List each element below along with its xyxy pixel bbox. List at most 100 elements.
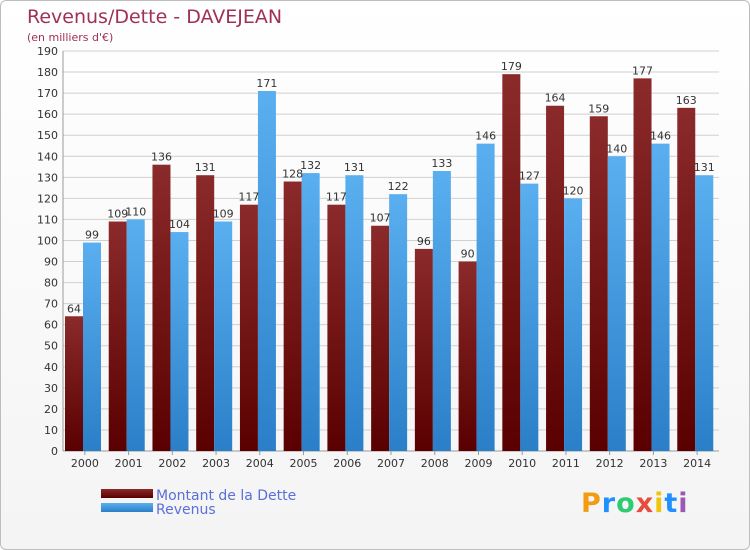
bar-dette: [458, 261, 477, 451]
bar-dette: [589, 116, 608, 452]
y-tick-label: 80: [44, 277, 58, 290]
y-tick-label: 130: [37, 171, 58, 184]
value-label-revenus: 104: [169, 218, 190, 231]
bar-revenus: [170, 232, 189, 451]
x-tick-label: 2002: [158, 457, 186, 470]
bar-dette: [633, 78, 652, 452]
y-tick-label: 160: [37, 108, 58, 121]
value-label-revenus: 140: [606, 142, 627, 155]
value-label-dette: 131: [195, 161, 216, 174]
value-label-revenus: 131: [344, 161, 365, 174]
bar-dette: [546, 105, 565, 451]
bar-revenus: [520, 183, 539, 451]
value-label-dette: 117: [238, 191, 259, 204]
proxiti-logo: Proxiti: [581, 488, 689, 519]
bar-revenus: [301, 173, 320, 451]
bar-revenus: [564, 198, 583, 451]
x-tick-label: 2011: [552, 457, 580, 470]
bar-revenus: [607, 156, 626, 451]
y-tick-label: 100: [37, 234, 58, 247]
x-tick-label: 2012: [596, 457, 624, 470]
x-tick-label: 2004: [246, 457, 274, 470]
value-label-dette: 164: [545, 92, 566, 105]
bar-revenus: [214, 221, 233, 451]
y-tick-label: 60: [44, 319, 58, 332]
logo-letter: t: [664, 488, 679, 519]
x-tick-label: 2003: [202, 457, 230, 470]
legend-label-dette: Montant de la Dette: [156, 488, 297, 504]
y-tick-label: 70: [44, 298, 58, 311]
x-tick-label: 2000: [71, 457, 99, 470]
bar-dette: [327, 204, 346, 451]
value-label-revenus: 122: [388, 180, 409, 193]
y-tick-label: 20: [44, 403, 58, 416]
x-tick-label: 2001: [115, 457, 143, 470]
value-label-dette: 117: [326, 191, 347, 204]
value-label-revenus: 99: [85, 229, 99, 242]
value-label-dette: 96: [417, 235, 431, 248]
bar-revenus: [83, 242, 101, 451]
value-label-dette: 159: [588, 102, 609, 115]
bar-revenus: [695, 175, 714, 452]
logo-letter: r: [601, 488, 617, 519]
bar-revenus: [345, 175, 364, 452]
x-tick-label: 2006: [333, 457, 361, 470]
logo-letter: i: [654, 488, 665, 519]
legend-label-revenus: Revenus: [156, 502, 216, 518]
value-label-dette: 136: [151, 151, 172, 164]
value-label-revenus: 171: [256, 77, 277, 90]
value-label-revenus: 120: [563, 184, 584, 197]
bar-revenus: [432, 171, 451, 451]
y-tick-label: 170: [37, 87, 58, 100]
value-label-revenus: 110: [125, 205, 146, 218]
value-label-revenus: 146: [650, 130, 671, 143]
bar-revenus: [257, 91, 276, 451]
bars: [65, 74, 714, 452]
value-label-revenus: 109: [213, 208, 234, 221]
value-label-dette: 64: [67, 302, 81, 315]
bar-dette: [196, 175, 215, 452]
x-tick-label: 2007: [377, 457, 405, 470]
value-label-dette: 163: [676, 94, 697, 107]
y-tick-label: 10: [44, 424, 58, 437]
value-label-revenus: 132: [300, 159, 321, 172]
y-tick-label: 190: [37, 45, 58, 58]
logo-letter: o: [616, 488, 636, 519]
y-tick-label: 40: [44, 361, 58, 374]
bar-dette: [239, 204, 258, 451]
value-label-revenus: 131: [694, 161, 715, 174]
x-tick-label: 2005: [290, 457, 318, 470]
value-label-dette: 107: [370, 212, 391, 225]
logo-letter: P: [581, 488, 602, 519]
legend-swatch-dette: [101, 489, 153, 498]
y-tick-label: 180: [37, 66, 58, 79]
bar-dette: [283, 181, 302, 452]
chart-subtitle: (en milliers d'€): [27, 31, 114, 44]
logo-letter: x: [635, 488, 655, 519]
bar-revenus: [126, 219, 145, 451]
bar-dette: [414, 248, 433, 451]
value-label-dette: 179: [501, 60, 522, 73]
bar-dette: [152, 164, 171, 451]
bar-dette: [108, 221, 127, 451]
bar-dette: [677, 107, 696, 451]
x-tick-label: 2013: [639, 457, 667, 470]
bar-revenus: [389, 194, 408, 451]
chart-title: Revenus/Dette - DAVEJEAN: [27, 6, 283, 28]
y-tick-label: 140: [37, 150, 58, 163]
legend-swatch-revenus: [101, 503, 153, 512]
value-label-dette: 109: [107, 208, 128, 221]
x-tick-label: 2010: [508, 457, 536, 470]
bar-dette: [502, 74, 521, 451]
value-label-revenus: 133: [431, 157, 452, 170]
y-tick-label: 0: [51, 445, 58, 458]
y-tick-label: 110: [37, 213, 58, 226]
bar-revenus: [476, 143, 495, 451]
y-tick-label: 120: [37, 192, 58, 205]
x-tick-label: 2014: [683, 457, 711, 470]
logo-letter: i: [678, 488, 689, 519]
axes: 0 10 20 30 40 50 60 70 80 90 100 110 120 130 140 150 160…: [37, 45, 719, 470]
value-label-revenus: 127: [519, 170, 540, 183]
